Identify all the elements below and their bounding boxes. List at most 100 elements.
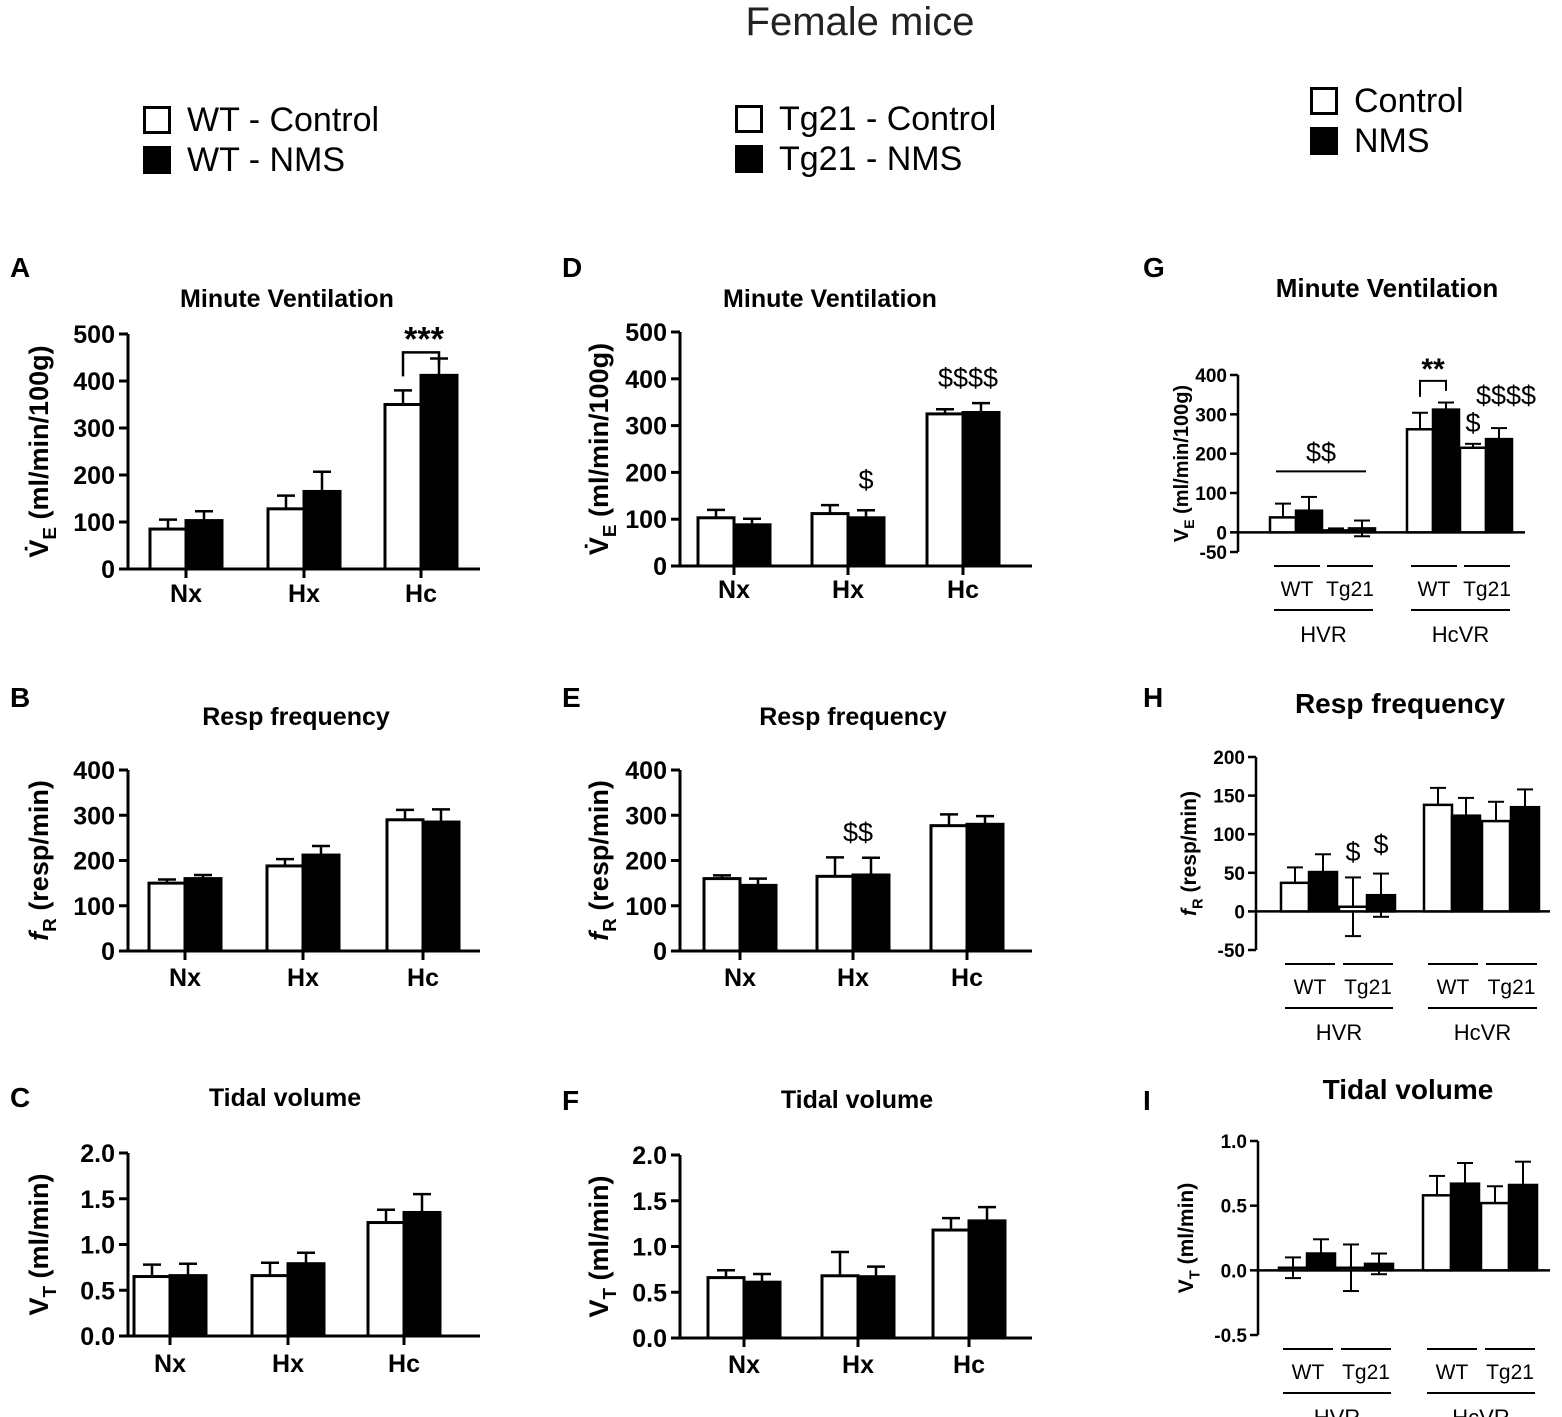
panel-i-bar [1335, 1266, 1367, 1272]
panel-h-group-label: HVR [1316, 1020, 1362, 1045]
panel-a-bar [383, 403, 423, 571]
panel-e-y-tick-label: 100 [625, 893, 667, 921]
panel-b-category-label: Nx [169, 964, 201, 992]
panel-d-annotation: $$$$ [938, 363, 998, 393]
legend-label-tg21-control: Tg21 - Control [779, 100, 997, 138]
panel-a-bar [266, 507, 306, 571]
panel-h-y-tick-label: 200 [1213, 748, 1245, 769]
panel-d-y-tick-label: 0 [653, 553, 667, 581]
panel-g-title: Minute Ventilation [1276, 273, 1498, 303]
panel-a-y-tick-label: 200 [73, 462, 115, 490]
panel-d-ylabel: V̇E (ml/min/100g) [584, 343, 621, 555]
panel-a-significance-bracket [401, 351, 441, 377]
legend-responses: Control NMS [1310, 81, 1464, 161]
panel-b-bar [421, 820, 461, 953]
panel-i-bar [1363, 1262, 1395, 1272]
panel-g-y-tick-label: -50 [1200, 543, 1227, 564]
panel-h-group-label: HcVR [1454, 1020, 1511, 1045]
panel-g-bar [1431, 408, 1461, 534]
panel-a-category-label: Nx [170, 580, 202, 608]
panel-d-annotation: $ [858, 465, 873, 495]
panel-i-y-tick-label: 0.5 [1221, 1197, 1248, 1218]
panel-a-category-label: Hx [288, 580, 320, 608]
panel-g-bar [1294, 509, 1324, 534]
panel-d-y-tick-label: 500 [625, 319, 667, 347]
panel-h-bar [1307, 870, 1339, 913]
panel-h-bar [1509, 805, 1541, 913]
panel-f-category-label: Hx [842, 1351, 874, 1379]
panel-i-group-label: HcVR [1452, 1405, 1509, 1417]
figure-title: Female mice [745, 0, 975, 44]
panel-g-bar [1347, 527, 1377, 534]
panel-i-subgroup-label: WT [1436, 1361, 1469, 1384]
panel-e-bar [965, 822, 1005, 953]
panel-g-y-tick-label: 200 [1195, 445, 1227, 466]
panel-a-y-tick-label: 500 [73, 321, 115, 349]
panel-c-y-tick-label: 0.5 [80, 1277, 115, 1305]
panel-h-y-tick-label: 0 [1234, 902, 1245, 923]
panel-h-y-tick-label: 150 [1213, 787, 1245, 808]
panel-e-y-tick-label: 400 [625, 757, 667, 785]
panel-d-bar [846, 516, 886, 568]
panel-h-subgroup-label: Tg21 [1344, 976, 1392, 999]
panel-d-title: Minute Ventilation [723, 285, 937, 313]
panel-f-category-label: Hc [953, 1351, 985, 1379]
panel-d-bar [810, 512, 850, 568]
panel-g-annotation: $$ [1306, 437, 1336, 467]
panel-h-annotation: $ [1345, 837, 1360, 867]
panel-d-category-label: Nx [718, 576, 750, 604]
panel-a-y-tick-label: 300 [73, 415, 115, 443]
panel-b-y-tick-label: 0 [101, 938, 115, 966]
panel-i-subgroup-label: Tg21 [1342, 1361, 1390, 1384]
panel-c-bar [286, 1262, 326, 1338]
panel-g-annotation: ** [1421, 353, 1445, 386]
panel-g-bar [1484, 437, 1514, 534]
panel-letter-i: I [1143, 1085, 1151, 1116]
panel-f-bar [967, 1219, 1007, 1340]
panel-a-category-label: Hc [405, 580, 437, 608]
panel-d-bar [925, 412, 965, 568]
panel-a-bar [419, 373, 459, 571]
panel-b-bar [301, 853, 341, 953]
panel-a-y-tick-label: 0 [101, 556, 115, 584]
panel-c-bar [366, 1221, 406, 1338]
legend-swatch-control [735, 105, 763, 133]
panel-e-category-label: Nx [724, 964, 756, 992]
panel-h-bar [1279, 881, 1311, 913]
panel-g-y-tick-label: 100 [1195, 484, 1227, 505]
panel-f-category-label: Nx [728, 1351, 760, 1379]
panel-b-y-tick-label: 300 [73, 802, 115, 830]
panel-b-y-tick-label: 400 [73, 757, 115, 785]
panel-i-bar [1277, 1266, 1309, 1272]
panel-h-y-tick-label: -50 [1218, 941, 1245, 962]
panel-a-title: Minute Ventilation [180, 285, 394, 313]
panel-b-bar [183, 877, 223, 953]
panel-b-bar [265, 864, 305, 953]
panel-f-bar [931, 1228, 971, 1340]
legend-label-control: Control [1354, 82, 1464, 120]
legend-label-wt-nms: WT - NMS [187, 141, 346, 179]
panel-i-title: Tidal volume [1323, 1074, 1494, 1105]
panel-g-y-tick-label: 0 [1216, 523, 1227, 544]
panel-h-bar [1422, 803, 1454, 913]
panel-g-annotation: $ [1465, 408, 1480, 438]
panel-c-y-tick-label: 1.0 [80, 1232, 115, 1260]
panel-e-y-tick-label: 300 [625, 802, 667, 830]
panel-a-bar [148, 527, 188, 571]
panel-h-subgroup-label: WT [1294, 976, 1327, 999]
panel-e-bar [851, 873, 891, 953]
panel-e-bar [702, 877, 742, 953]
panel-e-title: Resp frequency [759, 703, 947, 731]
panel-d-y-tick-label: 200 [625, 459, 667, 487]
panel-f-bar [820, 1274, 860, 1340]
panel-b-bar [147, 881, 187, 953]
panel-h-bar [1480, 819, 1512, 913]
panel-letter-f: F [562, 1085, 580, 1116]
panel-e-bar [929, 824, 969, 953]
panel-a-annotation: *** [404, 320, 444, 358]
panel-i-bar [1421, 1194, 1453, 1272]
panel-d-bar [732, 523, 772, 568]
panel-e-y-tick-label: 200 [625, 848, 667, 876]
panel-letter-b: B [10, 682, 31, 713]
panel-e-category-label: Hc [951, 964, 983, 992]
